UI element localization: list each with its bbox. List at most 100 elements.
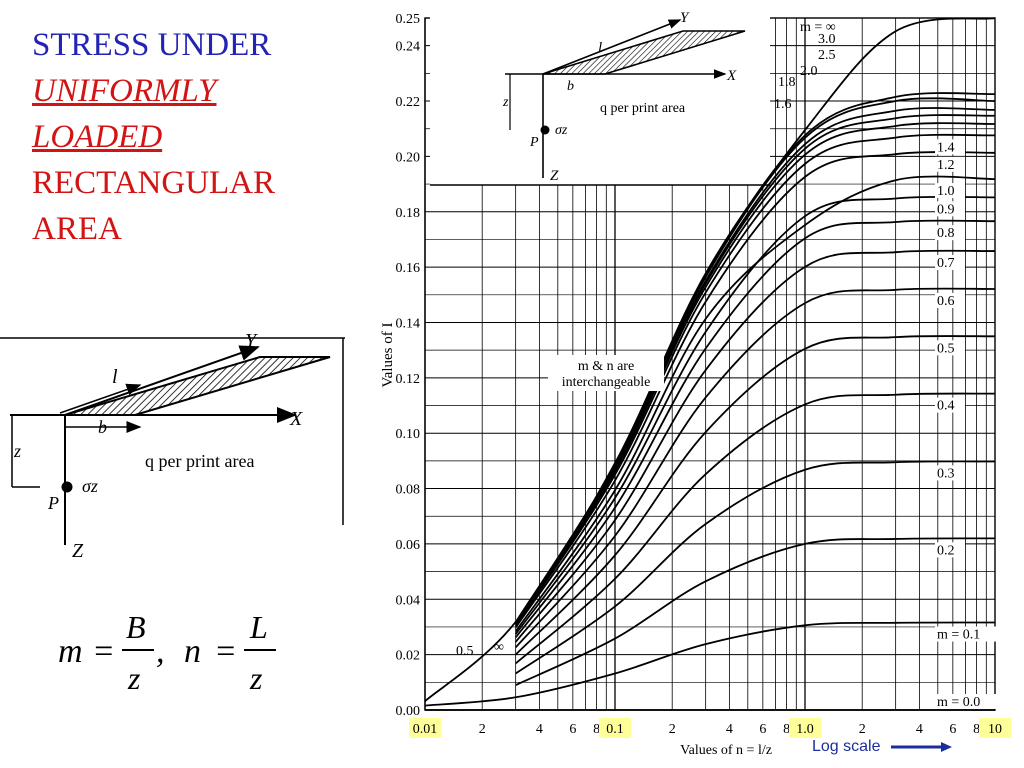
series-curve (514, 175, 996, 632)
y-tick-label: 0.02 (396, 649, 421, 664)
series-curve (515, 460, 996, 675)
x-tick-label: 6 (759, 722, 766, 737)
series-label: 0.5 (937, 341, 955, 356)
inset-width-label: b (567, 79, 574, 94)
series-curve (514, 133, 996, 627)
series-label-background (935, 183, 965, 199)
x-tick-label: 4 (536, 722, 543, 737)
series-curve (514, 107, 996, 624)
series-curve (424, 621, 996, 707)
series-label: 2.5 (818, 48, 836, 63)
point-label: P (47, 493, 59, 513)
x-tick-label: 4 (916, 722, 923, 737)
chart-curves (424, 17, 996, 711)
x-tick-label: 8 (973, 722, 980, 737)
inset-y-axis (542, 19, 682, 75)
x-tick-label: 4 (726, 722, 733, 737)
title-line-3: LOADED (32, 119, 163, 155)
series-label-background (935, 292, 965, 308)
depth-label: z (13, 441, 21, 461)
log-scale-note: Log scale (812, 738, 953, 756)
formula-z-2: z (249, 660, 263, 695)
x-tick-label: 6 (949, 722, 956, 737)
log-scale-label: Log scale (812, 738, 881, 755)
series-label: 0.3 (937, 466, 955, 481)
x-tick-label: 2 (479, 722, 486, 737)
x-tick-label: 1.0 (796, 722, 814, 737)
series-label-background (935, 225, 965, 241)
series-label: 2.0 (800, 64, 818, 79)
series-label: 0.4 (937, 399, 955, 414)
y-tick-label: 0.06 (396, 538, 421, 553)
annotation-line-2: interchangeable (562, 375, 651, 390)
series-label: 0.7 (937, 256, 955, 271)
formula-separator: , (156, 633, 165, 670)
x-tick-label: 6 (569, 722, 576, 737)
tick-highlight (599, 718, 631, 738)
inset-x-label: X (726, 68, 737, 84)
inset-point-label: P (529, 135, 539, 150)
series-label: 0.2 (937, 543, 955, 558)
inset-y-label: Y (680, 10, 690, 26)
series-label-background (935, 397, 965, 413)
inset-length-label: l (598, 40, 602, 56)
x-axis-label: X (289, 408, 303, 430)
x-tick-label: 8 (593, 722, 600, 737)
title-line-2: UNIFORMLY (32, 73, 217, 109)
formula-L: L (249, 609, 268, 645)
x-tick-label: 2 (669, 722, 676, 737)
y-axis-title: Values of I (380, 323, 396, 388)
loaded-area-diagram: X Y Z l b z q per print area P σz (0, 330, 345, 562)
series-curve (514, 151, 996, 629)
series-label: 3.0 (818, 32, 836, 47)
series-curve (514, 195, 996, 635)
formula-z-1: z (127, 660, 141, 695)
point-p-marker (61, 481, 73, 493)
series-label-background (935, 465, 965, 481)
z-axis-label: Z (72, 540, 84, 562)
x-axis-title: Values of n = l/z (680, 743, 772, 758)
inset-point-marker (540, 125, 550, 135)
tick-highlight (979, 718, 1011, 738)
y-tick-label: 0.22 (396, 95, 421, 110)
series-label: m = 0.0 (937, 695, 980, 710)
series-label-background (935, 626, 997, 642)
bottom-label-05: 0.5 (456, 644, 474, 659)
x-tick-label: 10 (988, 722, 1002, 737)
y-tick-label: 0.16 (396, 261, 421, 276)
formula-definition: m = B z , n = L z (58, 609, 276, 695)
tick-highlight (789, 718, 821, 738)
inset-depth-label: z (502, 95, 509, 110)
x-tick-label: 8 (783, 722, 790, 737)
series-label: m = 0.1 (937, 628, 980, 643)
series-label-background (935, 201, 965, 217)
formula-m: m (58, 633, 83, 670)
x-tick-label: 0.1 (606, 722, 624, 737)
series-curve (515, 335, 996, 656)
length-arrow (59, 383, 142, 414)
series-curve (515, 392, 996, 665)
log-scale-arrow-icon (890, 741, 952, 752)
y-tick-label: 0.25 (396, 12, 421, 27)
load-label: q per print area (145, 451, 254, 471)
formula-B: B (126, 609, 146, 645)
series-curve (514, 287, 996, 649)
series-label-background (935, 255, 965, 271)
series-curve (514, 122, 996, 625)
series-label: 0.9 (937, 202, 955, 217)
y-tick-label: 0.20 (396, 150, 421, 165)
series-label: 1.4 (937, 140, 955, 155)
series-label-background (935, 139, 965, 155)
inset-load-label: q per print area (600, 101, 686, 116)
tick-highlight (409, 718, 441, 738)
y-tick-label: 0.24 (396, 40, 421, 55)
series-label: 0.8 (937, 226, 955, 241)
y-tick-label: 0.10 (396, 427, 421, 442)
title-line-5: AREA (32, 211, 122, 247)
y-tick-label: 0.12 (396, 372, 421, 387)
inset-stress-label: σz (555, 123, 568, 138)
y-tick-label: 0.04 (396, 593, 421, 608)
series-curve (514, 249, 996, 643)
stress-label: σz (82, 476, 98, 496)
formula-eq-1: = (92, 633, 115, 670)
